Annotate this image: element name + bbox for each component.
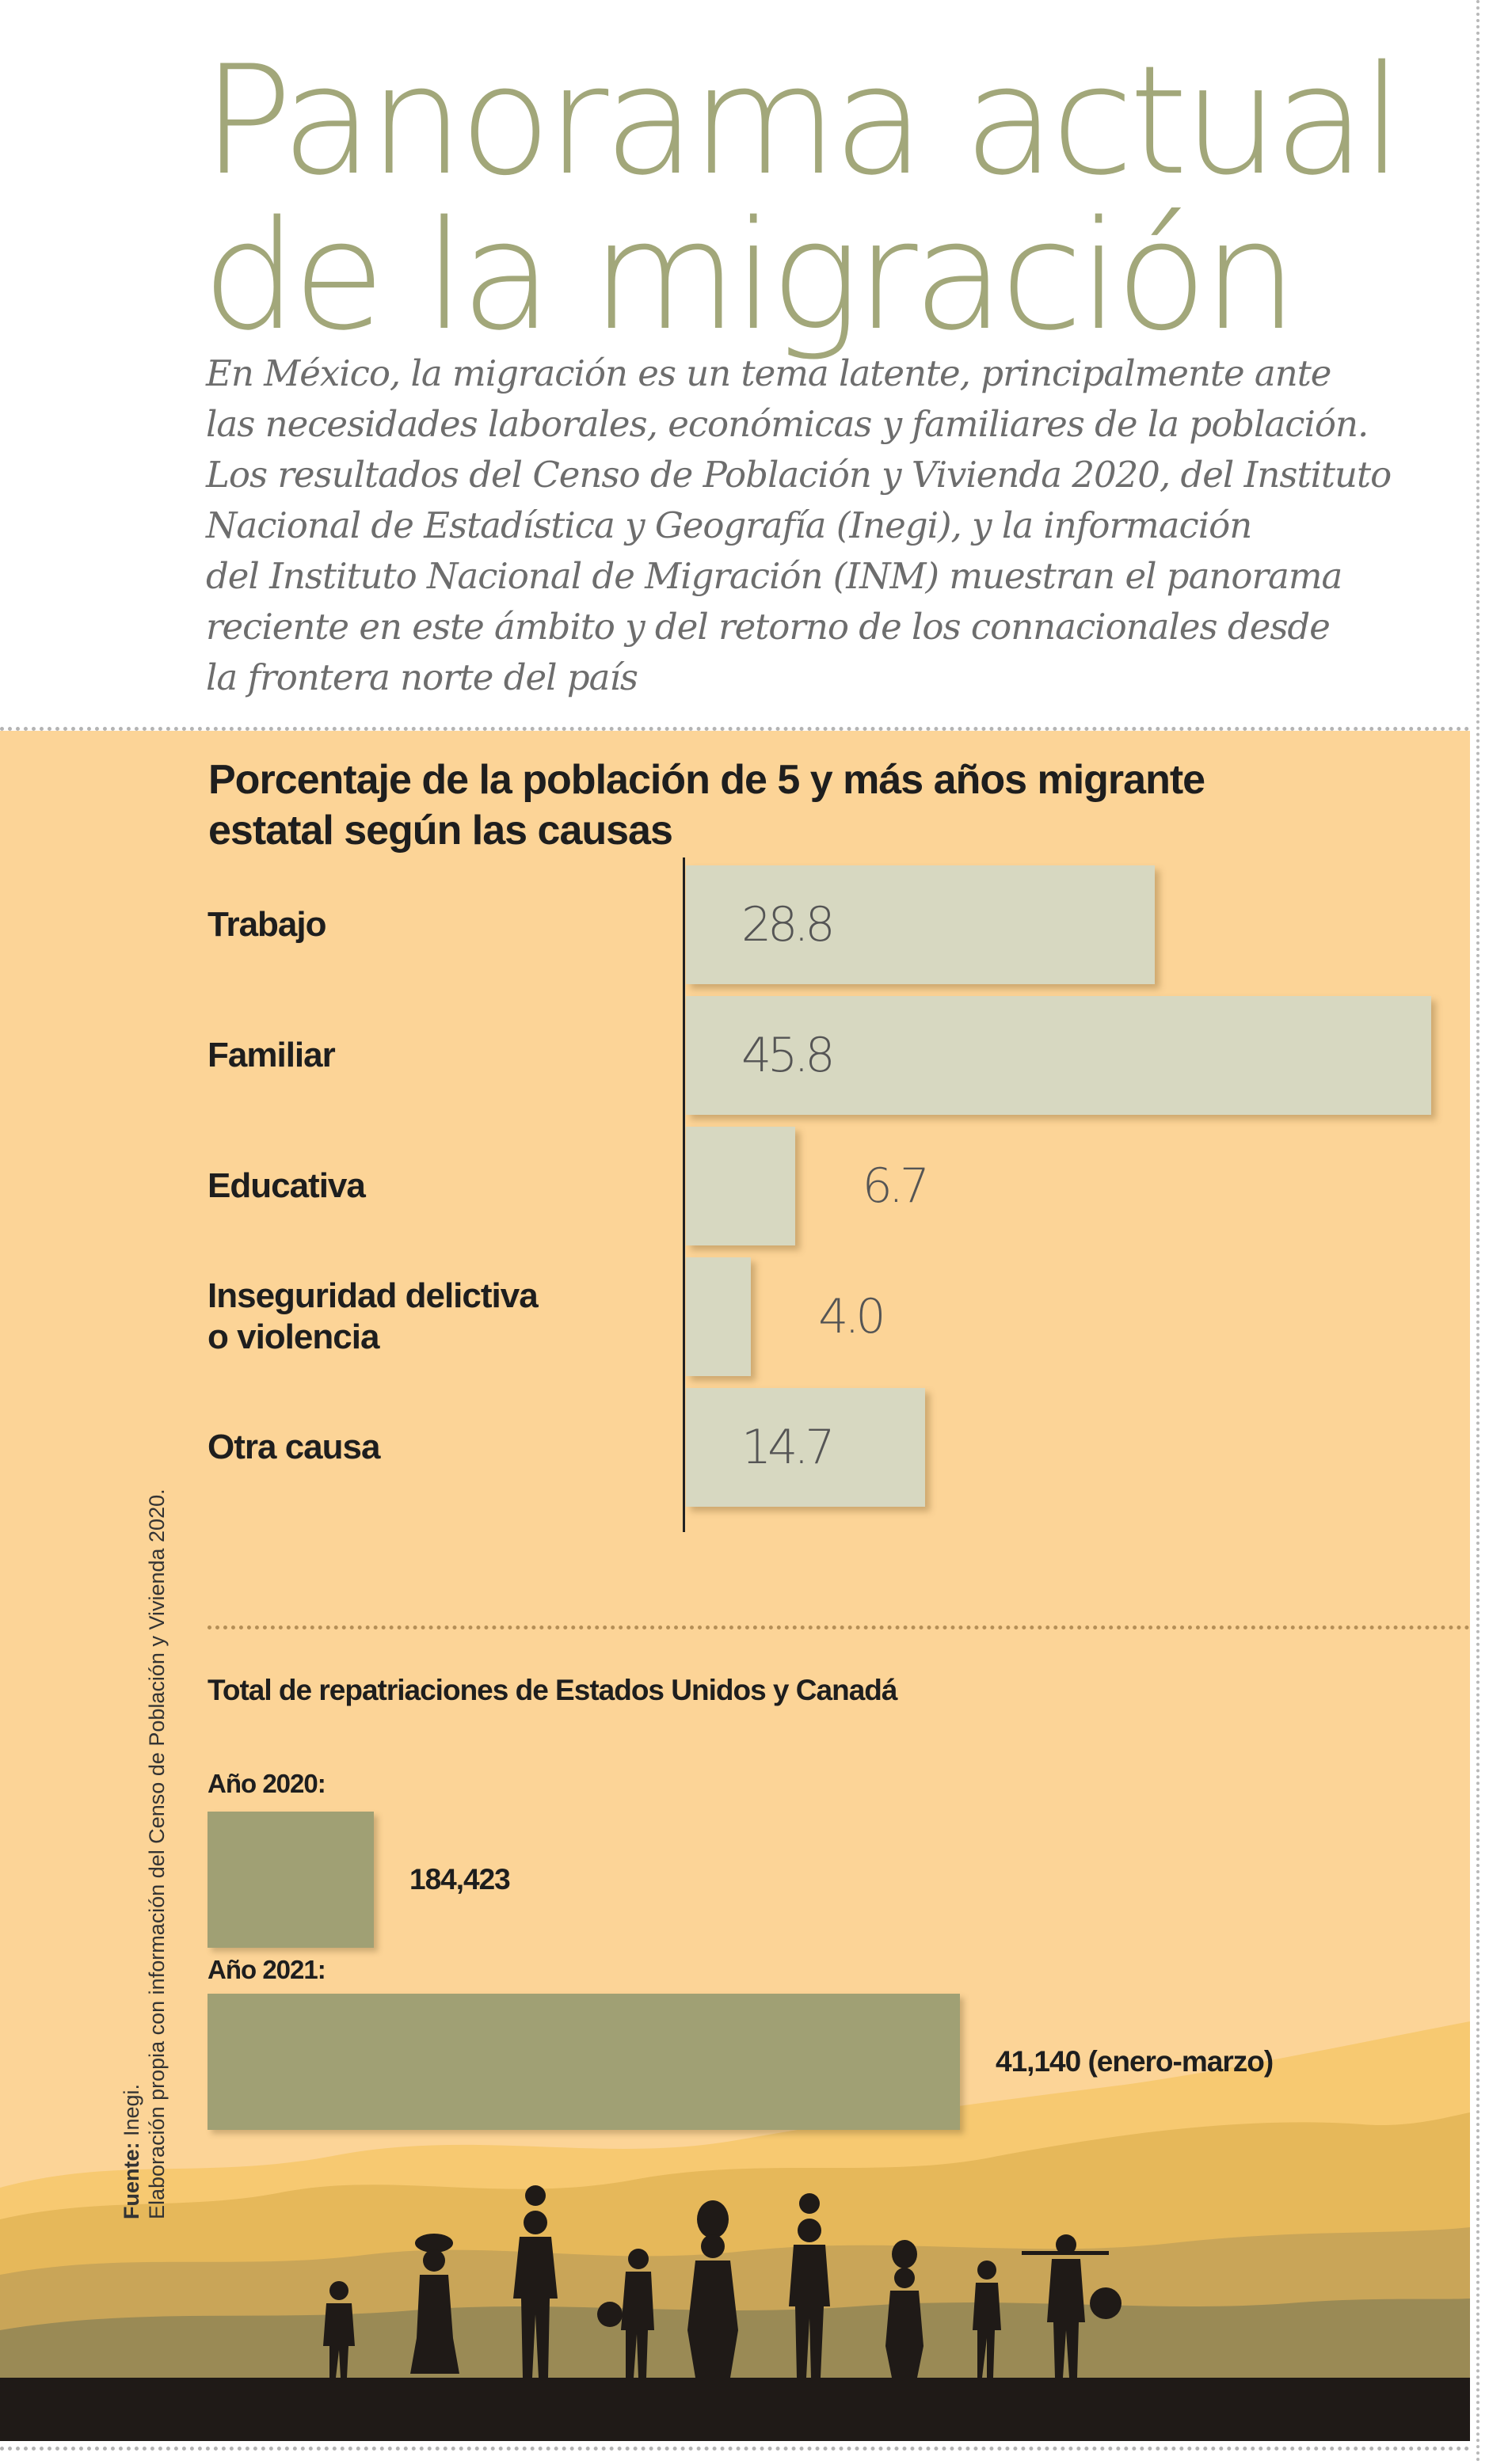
man-with-pole-silhouette — [1022, 2234, 1122, 2378]
intro-line: las necesidades laborales, económicas y … — [206, 403, 1369, 445]
right-border — [1476, 0, 1479, 2464]
intro-line: reciente en este ámbito y del retorno de… — [206, 606, 1331, 648]
ground-strip — [0, 2378, 1470, 2441]
person-with-bags-silhouette — [597, 2249, 654, 2378]
bar-0 — [686, 865, 1155, 984]
repatriation-value-label: 184,423 — [409, 1863, 511, 1896]
year-label: Año 2020: — [208, 1769, 326, 1798]
year-label: Año 2021: — [208, 1955, 326, 1984]
category-label: Trabajo — [208, 905, 326, 944]
man-carrying-child-silhouette — [513, 2185, 558, 2378]
bar-3 — [686, 1257, 752, 1376]
intro-line: Nacional de Estadística y Geografía (Ine… — [206, 504, 1252, 546]
value-label: 6.7 — [862, 1158, 930, 1214]
value-label: 4.0 — [818, 1289, 885, 1344]
chart-axis-line — [683, 857, 685, 1532]
intro-line: del Instituto Nacional de Migración (INM… — [206, 555, 1342, 597]
source-label: Fuente: — [120, 2142, 143, 2220]
silhouettes — [323, 2185, 1122, 2378]
woman-with-basket-silhouette — [410, 2234, 459, 2374]
bar-4 — [686, 1388, 925, 1507]
intro-line: Los resultados del Censo de Población y … — [206, 454, 1392, 496]
woman-with-jug-silhouette — [687, 2200, 738, 2378]
child-silhouette-2 — [973, 2261, 1001, 2378]
repatriation-bar-0 — [208, 1812, 374, 1948]
repatriation-value-label: 41,140 (enero-marzo) — [996, 2045, 1274, 2078]
intro-line: En México, la migración es un tema laten… — [206, 352, 1331, 394]
header: Panorama actual de la migración En Méxic… — [0, 0, 1470, 728]
intro-line: la frontera norte del país — [206, 656, 638, 698]
causes-bar-chart: Trabajo 28.8 Familiar 45.8 Educativa 6.7 Inseg… — [0, 857, 1470, 1538]
value-label: 45.8 — [741, 1028, 836, 1083]
repatriation-bar-1 — [208, 1994, 960, 2130]
value-label: 28.8 — [741, 897, 836, 953]
causes-title-line-2: estatal según las causas — [208, 808, 673, 854]
category-label: Inseguridad delictiva o violencia — [208, 1276, 539, 1356]
title-line-2: de la migración — [202, 188, 1298, 363]
repatriation-chart-title: Total de repatriaciones de Estados Unido… — [208, 1674, 897, 1706]
source-text-2: Elaboración propia con información del C… — [145, 1489, 169, 2219]
source-note: Fuente: Inegi. Elaboración propia con in… — [119, 1428, 169, 2219]
man-with-child-silhouette-2 — [789, 2193, 830, 2378]
category-label: Familiar — [208, 1036, 336, 1074]
category-label: Otra causa — [208, 1428, 380, 1466]
dotted-divider-bottom — [0, 2447, 1470, 2451]
bar-2 — [686, 1127, 795, 1245]
dotted-divider-top — [0, 727, 1470, 731]
woman-carrying-bundle-silhouette — [885, 2240, 923, 2378]
value-label: 14.7 — [741, 1420, 836, 1475]
intro-paragraph: En México, la migración es un tema laten… — [206, 348, 1426, 703]
chart-panel: Porcentaje de la población de 5 y más añ… — [0, 731, 1470, 2441]
bar-1 — [686, 996, 1431, 1115]
title-line-1: Panorama actual — [202, 33, 1403, 208]
causes-title-line-1: Porcentaje de la población de 5 y más añ… — [208, 757, 1205, 803]
child-silhouette-1 — [323, 2281, 355, 2378]
migrant-silhouette-landscape — [0, 2021, 1470, 2441]
source-text-1: Inegi. — [120, 2083, 143, 2143]
page-title: Panorama actual de la migración — [202, 33, 1403, 363]
category-label: Educativa — [208, 1166, 366, 1205]
causes-chart-title: Porcentaje de la población de 5 y más añ… — [208, 755, 1396, 856]
dotted-divider-middle — [208, 1626, 1470, 1629]
